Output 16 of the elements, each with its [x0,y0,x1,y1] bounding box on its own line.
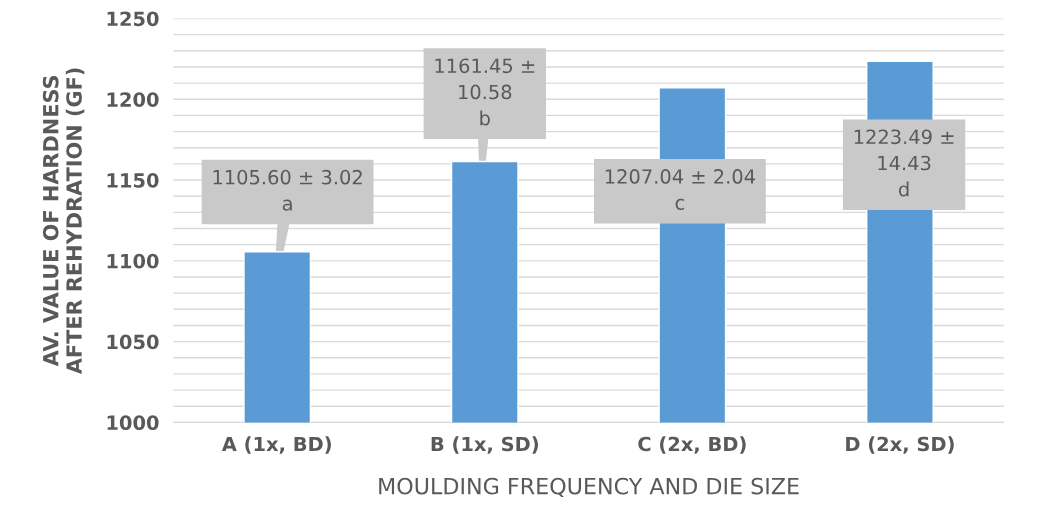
x-axis-title: MOULDING FREQUENCY AND DIE SIZE [379,477,799,498]
y-tick-label: 1100 [107,253,159,269]
y-tick-label: 1250 [107,11,159,27]
x-tick-label: D (2x, SD) [846,436,954,454]
data-label: 1223.49 ± 14.43 d [854,129,954,197]
y-tick-label: 1000 [107,415,159,431]
data-label: 1161.45 ± 10.58 b [435,58,535,126]
x-tick-label: B (1x, SD) [431,436,538,454]
y-tick-label: 1200 [107,92,159,107]
data-label: 1105.60 ± 3.02 a [213,169,362,211]
x-tick-label: A (1x, BD) [221,436,331,454]
x-tick-label: C (2x, BD) [638,436,746,454]
y-tick-label: 1150 [107,173,159,188]
y-axis-title: AV. VALUE OF HARDNESS AFTER REHYDRATION (GF) [42,68,85,375]
y-tick-label: 1050 [107,334,159,350]
data-label: 1207.04 ± 2.04 c [605,169,755,211]
